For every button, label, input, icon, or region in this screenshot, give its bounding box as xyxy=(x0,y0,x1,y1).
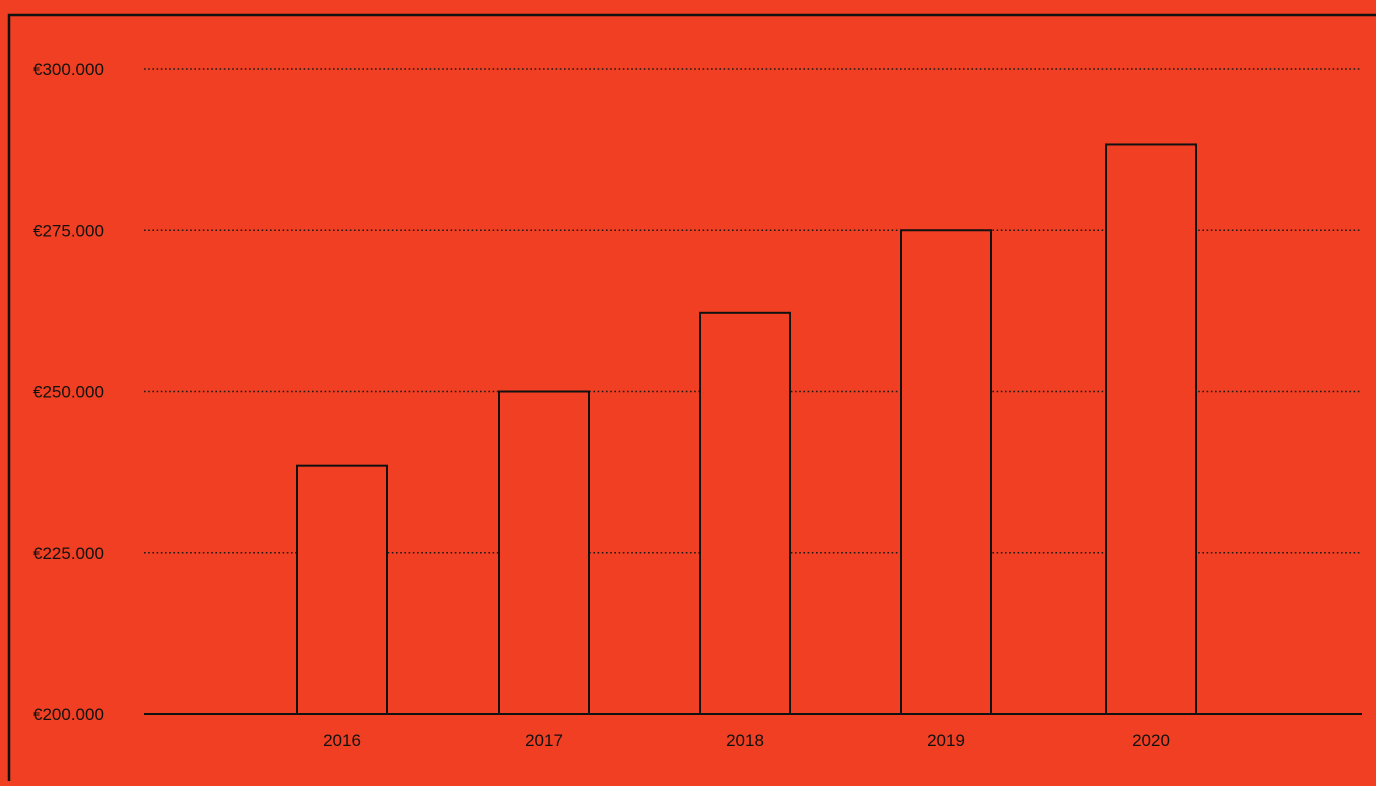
labels: €200.000 €225.000 €250.000 €275.000 €300.000… xyxy=(33,60,1170,750)
y-tick-label: €275.000 xyxy=(33,221,104,240)
x-tick-label: 2016 xyxy=(323,731,361,750)
x-tick-label: 2019 xyxy=(927,731,965,750)
y-tick-label: €200.000 xyxy=(33,705,104,724)
bar-2016 xyxy=(296,464,388,715)
bar-2020 xyxy=(1105,143,1197,715)
y-tick-label: €250.000 xyxy=(33,383,104,402)
x-tick-label: 2018 xyxy=(726,731,764,750)
chart-border xyxy=(7,13,1376,786)
x-tick-label: 2017 xyxy=(525,731,563,750)
y-tick-label: €300.000 xyxy=(33,60,104,79)
bar-2017 xyxy=(498,390,590,715)
x-tick-label: 2020 xyxy=(1132,731,1170,750)
bars xyxy=(296,143,1197,715)
y-tick-label: €225.000 xyxy=(33,544,104,563)
bar-2018 xyxy=(699,311,791,715)
bar-2019 xyxy=(900,229,992,715)
